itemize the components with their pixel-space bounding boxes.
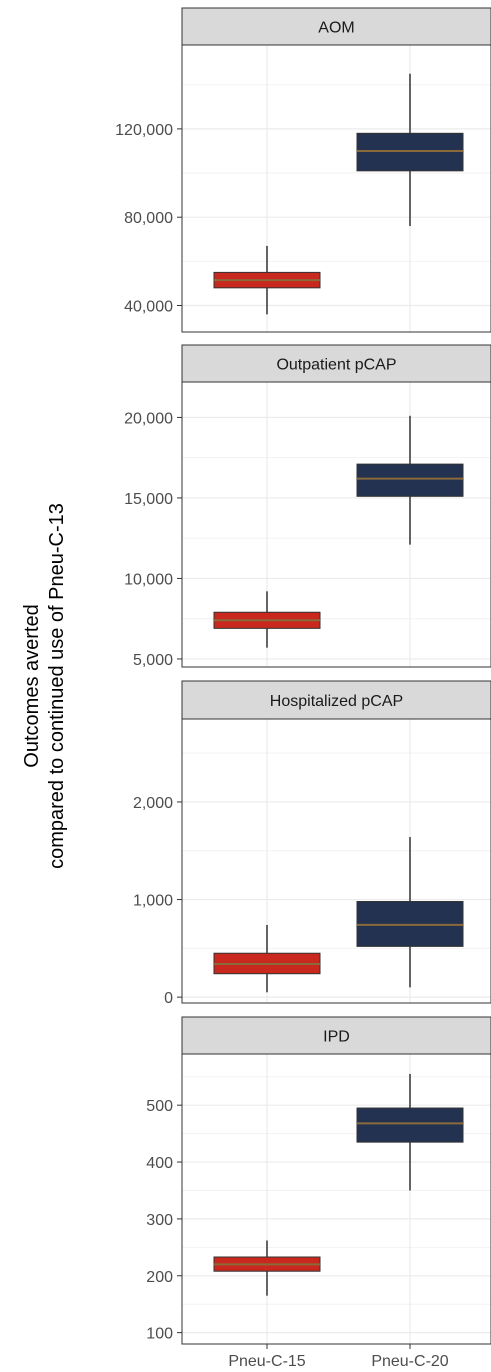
boxplot-pneu-c-20 [356,837,464,988]
y-tick-label: 1,000 [133,893,173,910]
boxplot-pneu-c-15 [213,1240,321,1296]
panel-ipd: IPD 100 200 300 400 500 [146,1016,491,1345]
y-tick-label: 20,000 [124,410,173,427]
facet-strip [181,680,491,720]
boxplot-pneu-c-20 [356,1073,464,1191]
y-tick-label: 120,000 [115,122,173,139]
box-iqr [356,132,464,172]
boxplot-pneu-c-20 [356,73,464,227]
panel-background [182,45,491,332]
y-tick-label: 2,000 [133,795,173,812]
panel-outpatient-pcap: Outpatient pCAP 5,000 10,000 15,000 20,000 [124,344,491,669]
y-tick-label: 40,000 [124,299,173,316]
y-axis-title-line-1: Outcomes averted [21,604,43,767]
facet-strip-label: Outpatient pCAP [276,357,396,374]
x-axis: Pneu-C-15 Pneu-C-20 [228,1344,449,1370]
y-tick-label: 80,000 [124,210,173,227]
boxplot-pneu-c-20 [356,415,464,545]
panel-border [181,44,491,333]
panel-border [181,718,491,1004]
panel-aom: AOM 40,000 80,000 120,000 [115,7,491,333]
boxplot-pneu-c-15 [213,245,321,315]
panel-background [182,1054,491,1344]
y-tick-label: 5,000 [133,652,173,669]
y-tick-label: 10,000 [124,571,173,588]
y-tick-label: 100 [146,1326,173,1343]
y-tick-label: 500 [146,1098,173,1115]
chart-panels: AOM 40,000 80,000 120,000 Outpatient pCAP 5,0… [115,7,491,1345]
y-axis-title: Outcomes averted compared to continued u… [21,503,68,869]
y-tick-label: 15,000 [124,491,173,508]
facet-strip-label: AOM [318,20,354,37]
facet-strip [181,7,491,46]
y-tick-label: 300 [146,1212,173,1229]
facet-strip [181,1016,491,1055]
facet-strip-label: IPD [323,1029,350,1046]
x-tick-label-pneu-c-20: Pneu-C-20 [371,1353,448,1370]
facet-strip [181,344,491,383]
x-tick-label-pneu-c-15: Pneu-C-15 [228,1353,305,1370]
y-axis-title-line-2: compared to continued use of Pneu-C-13 [46,503,68,869]
box-iqr [356,1107,464,1143]
boxplot-pneu-c-15 [213,924,321,993]
y-tick-label: 0 [164,990,173,1007]
panel-border [181,1053,491,1345]
panel-hospitalized-pcap: Hospitalized pCAP 0 1,000 2,000 [133,680,491,1007]
boxplot-pneu-c-15 [213,591,321,648]
facet-strip-label: Hospitalized pCAP [270,693,403,710]
y-tick-label: 200 [146,1269,173,1286]
panel-border [181,381,491,668]
box-iqr [356,463,464,497]
y-tick-label: 400 [146,1155,173,1172]
